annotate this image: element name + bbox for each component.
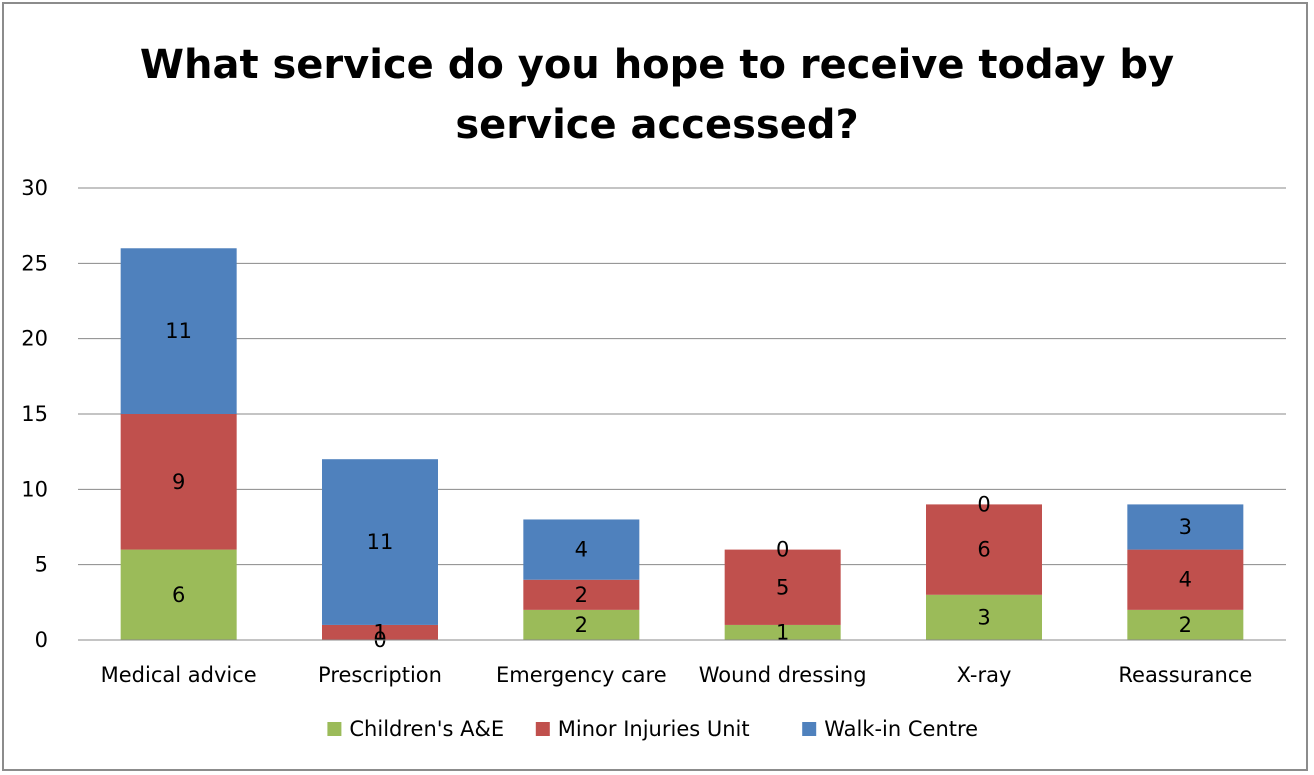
bar-segment: [523, 579, 640, 610]
legend-label: Children's A&E: [349, 717, 504, 741]
data-label: 11: [165, 319, 192, 343]
bar-segment: [926, 594, 1042, 640]
bar-segment: [523, 519, 640, 580]
legend-label: Walk-in Centre: [824, 717, 978, 741]
data-label: 2: [1179, 613, 1192, 637]
data-label: 4: [575, 538, 588, 562]
y-tick-label: 30: [21, 176, 48, 200]
bar-segment: [1127, 504, 1244, 550]
legend-label: Minor Injuries Unit: [558, 717, 750, 741]
data-label: 6: [172, 583, 185, 607]
y-tick-label: 0: [35, 628, 48, 652]
data-label: 9: [172, 470, 185, 494]
x-category-label: X-ray: [957, 663, 1012, 687]
bar-segment: [1127, 609, 1244, 640]
bars: [120, 248, 1244, 640]
chart-title-line-1: What service do you hope to receive toda…: [140, 42, 1174, 88]
y-tick-label: 5: [35, 553, 48, 577]
y-tick-label: 25: [21, 251, 48, 275]
data-label: 3: [977, 605, 990, 629]
legend-swatch: [535, 722, 550, 736]
bar-segment: [120, 549, 237, 640]
data-label: 6: [977, 538, 990, 562]
y-tick-label: 20: [21, 327, 48, 351]
chart-title-line-2: service accessed?: [455, 102, 858, 148]
x-category-label: Prescription: [318, 663, 442, 687]
bar-segment: [523, 609, 640, 640]
x-category-label: Wound dressing: [699, 663, 867, 687]
y-tick-label: 15: [21, 402, 48, 426]
data-label: 1: [373, 620, 386, 644]
bar-segment: [322, 624, 438, 640]
chart-title: What service do you hope to receive toda…: [140, 42, 1174, 148]
x-axis: Medical advice Prescription Emergency care…: [78, 639, 1286, 687]
bar-segment: [724, 549, 841, 625]
data-label: 3: [1179, 515, 1192, 539]
data-label: 11: [367, 530, 394, 554]
y-tick-label: 10: [21, 477, 48, 501]
legend: Children's A&E Minor Injuries Unit Walk-in…: [327, 717, 978, 741]
data-label: 2: [575, 613, 588, 637]
data-label: 4: [1179, 568, 1192, 592]
data-label: 0: [776, 538, 789, 562]
legend-swatch: [327, 722, 342, 736]
bar-segment: [120, 248, 237, 414]
gridlines: [78, 187, 1286, 641]
bar-segment: [322, 459, 438, 625]
bar-segment: [926, 504, 1042, 595]
data-label: 1: [776, 620, 789, 644]
bar-segment: [1127, 549, 1244, 610]
data-label: 2: [575, 583, 588, 607]
x-category-label: Medical advice: [101, 663, 257, 687]
x-category-label: Emergency care: [496, 663, 667, 687]
legend-swatch: [802, 722, 817, 736]
data-label: 5: [776, 575, 789, 599]
y-axis: 0 5 10 15 20 25 30: [21, 176, 48, 652]
bar-segment: [120, 414, 237, 550]
x-category-label: Reassurance: [1118, 663, 1252, 687]
data-label: 0: [977, 492, 990, 516]
bar-segment: [724, 624, 841, 640]
